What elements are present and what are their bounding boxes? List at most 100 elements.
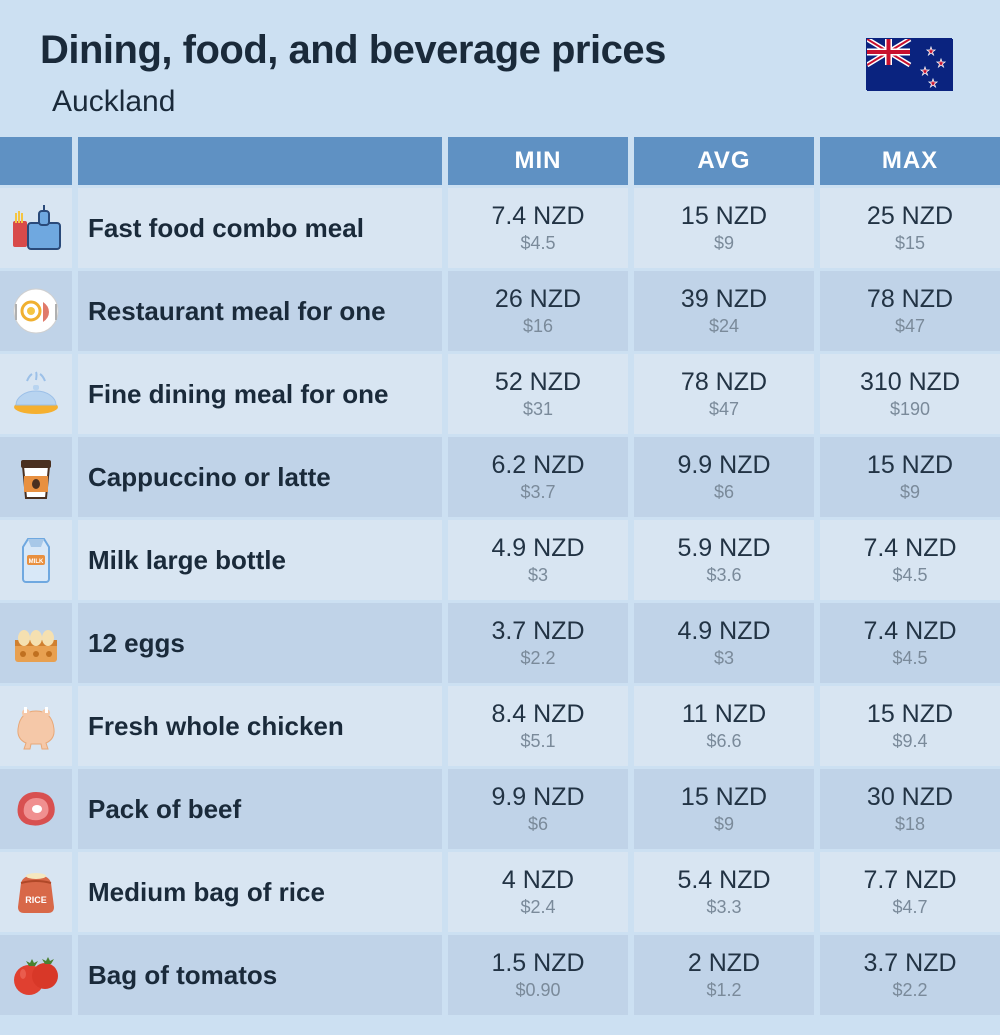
table-row: Cappuccino or latte6.2 NZD$3.79.9 NZD$61… bbox=[0, 434, 1000, 517]
price-usd: $3.7 bbox=[520, 482, 555, 503]
price-max: 25 NZD$15 bbox=[820, 188, 1000, 268]
table-row: Milk large bottle4.9 NZD$35.9 NZD$3.67.4… bbox=[0, 517, 1000, 600]
price-local: 30 NZD bbox=[867, 783, 953, 812]
price-max: 7.4 NZD$4.5 bbox=[820, 520, 1000, 600]
price-local: 7.4 NZD bbox=[863, 617, 956, 646]
price-local: 78 NZD bbox=[867, 285, 953, 314]
price-local: 15 NZD bbox=[681, 202, 767, 231]
price-max: 15 NZD$9.4 bbox=[820, 686, 1000, 766]
price-min: 26 NZD$16 bbox=[448, 271, 628, 351]
item-name: Restaurant meal for one bbox=[78, 271, 442, 351]
price-avg: 15 NZD$9 bbox=[634, 188, 814, 268]
price-usd: $47 bbox=[709, 399, 739, 420]
beef-icon bbox=[0, 769, 72, 849]
price-local: 7.4 NZD bbox=[863, 534, 956, 563]
price-local: 1.5 NZD bbox=[491, 949, 584, 978]
price-usd: $15 bbox=[895, 233, 925, 254]
price-min: 4 NZD$2.4 bbox=[448, 852, 628, 932]
price-usd: $4.7 bbox=[892, 897, 927, 918]
price-usd: $2.4 bbox=[520, 897, 555, 918]
price-local: 7.7 NZD bbox=[863, 866, 956, 895]
item-name: Cappuccino or latte bbox=[78, 437, 442, 517]
price-local: 4.9 NZD bbox=[677, 617, 770, 646]
price-max: 15 NZD$9 bbox=[820, 437, 1000, 517]
price-avg: 5.9 NZD$3.6 bbox=[634, 520, 814, 600]
price-min: 6.2 NZD$3.7 bbox=[448, 437, 628, 517]
price-min: 52 NZD$31 bbox=[448, 354, 628, 434]
table-row: 12 eggs3.7 NZD$2.24.9 NZD$37.4 NZD$4.5 bbox=[0, 600, 1000, 683]
item-name: 12 eggs bbox=[78, 603, 442, 683]
price-usd: $6.6 bbox=[706, 731, 741, 752]
price-usd: $6 bbox=[528, 814, 548, 835]
table-row: Fast food combo meal7.4 NZD$4.515 NZD$92… bbox=[0, 185, 1000, 268]
item-name: Fast food combo meal bbox=[78, 188, 442, 268]
price-usd: $9 bbox=[900, 482, 920, 503]
price-usd: $18 bbox=[895, 814, 925, 835]
price-local: 4 NZD bbox=[502, 866, 574, 895]
price-min: 3.7 NZD$2.2 bbox=[448, 603, 628, 683]
item-name: Milk large bottle bbox=[78, 520, 442, 600]
nz-flag-icon bbox=[866, 38, 952, 90]
price-avg: 5.4 NZD$3.3 bbox=[634, 852, 814, 932]
price-max: 78 NZD$47 bbox=[820, 271, 1000, 351]
price-local: 78 NZD bbox=[681, 368, 767, 397]
milk-icon bbox=[0, 520, 72, 600]
item-name: Medium bag of rice bbox=[78, 852, 442, 932]
header-icon-col bbox=[0, 137, 72, 185]
header-avg: AVG bbox=[634, 137, 814, 185]
price-usd: $24 bbox=[709, 316, 739, 337]
price-usd: $16 bbox=[523, 316, 553, 337]
price-max: 3.7 NZD$2.2 bbox=[820, 935, 1000, 1015]
price-local: 39 NZD bbox=[681, 285, 767, 314]
eggs-icon bbox=[0, 603, 72, 683]
chicken-icon bbox=[0, 686, 72, 766]
price-local: 5.9 NZD bbox=[677, 534, 770, 563]
table-row: Restaurant meal for one26 NZD$16 39 NZD$2… bbox=[0, 268, 1000, 351]
price-usd: $5.1 bbox=[520, 731, 555, 752]
price-usd: $9 bbox=[714, 814, 734, 835]
table-row: Pack of beef9.9 NZD$615 NZD$930 NZD$18 bbox=[0, 766, 1000, 849]
price-local: 4.9 NZD bbox=[491, 534, 584, 563]
coffee-icon bbox=[0, 437, 72, 517]
header-max: MAX bbox=[820, 137, 1000, 185]
price-usd: $0.90 bbox=[515, 980, 560, 1001]
price-usd: $6 bbox=[714, 482, 734, 503]
item-name: Bag of tomatos bbox=[78, 935, 442, 1015]
price-usd: $3 bbox=[714, 648, 734, 669]
price-min: 9.9 NZD$6 bbox=[448, 769, 628, 849]
table-row: Medium bag of rice4 NZD$2.45.4 NZD$3.37.… bbox=[0, 849, 1000, 932]
price-local: 11 NZD bbox=[682, 700, 766, 729]
price-max: 310 NZD$190 bbox=[820, 354, 1000, 434]
price-usd: $3.3 bbox=[706, 897, 741, 918]
price-usd: $9 bbox=[714, 233, 734, 254]
price-min: 8.4 NZD$5.1 bbox=[448, 686, 628, 766]
price-max: 30 NZD$18 bbox=[820, 769, 1000, 849]
rice-icon bbox=[0, 852, 72, 932]
fast-food-icon bbox=[0, 188, 72, 268]
table-body: Fast food combo meal7.4 NZD$4.515 NZD$92… bbox=[0, 185, 1000, 1015]
table-row: Fine dining meal for one52 NZD$3178 NZD$… bbox=[0, 351, 1000, 434]
price-usd: $3 bbox=[528, 565, 548, 586]
price-avg: 4.9 NZD$3 bbox=[634, 603, 814, 683]
header-name-col bbox=[78, 137, 442, 185]
price-usd: $2.2 bbox=[892, 980, 927, 1001]
price-usd: $47 bbox=[895, 316, 925, 337]
price-avg: 2 NZD$1.2 bbox=[634, 935, 814, 1015]
price-usd: $4.5 bbox=[892, 648, 927, 669]
price-local: 3.7 NZD bbox=[863, 949, 956, 978]
fine-dining-icon bbox=[0, 354, 72, 434]
price-local: 8.4 NZD bbox=[491, 700, 584, 729]
price-usd: $1.2 bbox=[706, 980, 741, 1001]
price-min: 4.9 NZD$3 bbox=[448, 520, 628, 600]
table-header-row: MIN AVG MAX bbox=[0, 137, 1000, 185]
price-local: 6.2 NZD bbox=[491, 451, 584, 480]
item-name: Pack of beef bbox=[78, 769, 442, 849]
price-usd: $31 bbox=[523, 399, 553, 420]
price-table: MIN AVG MAX Fast food combo meal7.4 NZD$… bbox=[0, 137, 1000, 1015]
price-avg: 78 NZD$47 bbox=[634, 354, 814, 434]
page-title: Dining, food, and beverage prices bbox=[40, 28, 666, 73]
item-name: Fine dining meal for one bbox=[78, 354, 442, 434]
price-avg: 11 NZD$6.6 bbox=[634, 686, 814, 766]
price-usd: $9.4 bbox=[892, 731, 927, 752]
price-max: 7.7 NZD$4.7 bbox=[820, 852, 1000, 932]
